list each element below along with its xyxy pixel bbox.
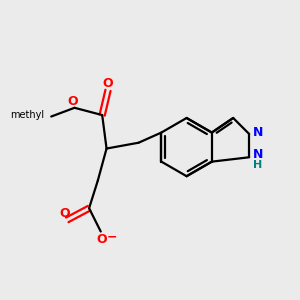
Text: O: O [59,207,70,220]
Text: O: O [97,233,107,246]
Text: O: O [103,77,113,90]
Text: N: N [253,126,263,139]
Text: N: N [253,148,263,161]
Text: H: H [253,160,262,170]
Text: methyl: methyl [10,110,44,120]
Text: O: O [68,95,78,108]
Text: −: − [106,231,117,244]
